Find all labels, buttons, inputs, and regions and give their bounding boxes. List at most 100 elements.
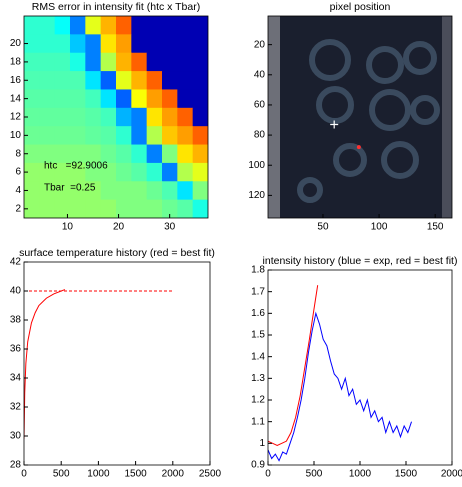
y-tick-label: 1.2 xyxy=(251,395,265,406)
heat-cell xyxy=(116,126,132,146)
plot-content xyxy=(24,289,173,439)
x-tick-label: 150 xyxy=(427,222,444,233)
heat-cell xyxy=(100,126,117,146)
heat-cell xyxy=(24,89,40,109)
heat-cell xyxy=(39,71,56,90)
heat-cell xyxy=(54,89,71,109)
heat-cell xyxy=(192,162,208,182)
heat-cell xyxy=(54,71,71,90)
x-tick-label: 500 xyxy=(306,469,323,480)
heat-cell xyxy=(192,16,208,35)
y-tick-label: 1.5 xyxy=(251,330,265,341)
heat-cell xyxy=(39,52,56,72)
heat-cell xyxy=(54,162,71,182)
subplot-title: RMS error in intensity fit (htc x Tbar) xyxy=(32,1,200,13)
heat-cell xyxy=(131,16,148,35)
heat-cell xyxy=(39,144,56,164)
heat-cell xyxy=(192,71,208,90)
heat-cell xyxy=(100,16,117,35)
image-blob xyxy=(410,95,440,125)
heat-cell xyxy=(24,162,40,182)
heat-cell xyxy=(70,162,86,182)
y-tick-label: 60 xyxy=(254,100,266,111)
subplot-title: pixel position xyxy=(330,1,391,13)
heat-cell xyxy=(85,126,102,146)
heat-cell xyxy=(146,16,163,35)
subplot-title: surface temperature history (red = best … xyxy=(19,247,215,259)
y-tick-label: 6 xyxy=(15,167,21,178)
heat-cell xyxy=(177,162,194,182)
x-tick-label: 500 xyxy=(53,469,70,480)
x-tick-label: 30 xyxy=(164,222,176,233)
heat-cell xyxy=(177,181,194,201)
heat-cell xyxy=(39,107,56,127)
x-tick-label: 1500 xyxy=(395,469,418,480)
axes-frame xyxy=(267,15,453,219)
heat-cell xyxy=(100,162,117,182)
heat-cell xyxy=(85,107,102,127)
subplot: surface temperature history (red = best … xyxy=(10,247,222,480)
image-blob xyxy=(316,86,354,124)
heat-cell xyxy=(177,89,194,109)
heat-cell xyxy=(192,144,208,164)
heat-cell xyxy=(100,71,117,90)
heat-cell xyxy=(85,144,102,164)
marker xyxy=(330,120,339,129)
y-tick-label: 1.8 xyxy=(251,265,265,276)
heat-cell xyxy=(85,71,102,90)
y-tick-label: 38 xyxy=(10,315,22,326)
heat-cell xyxy=(192,199,208,218)
heat-cell xyxy=(146,107,163,127)
heat-cell xyxy=(162,181,178,201)
y-tick-label: 14 xyxy=(10,93,22,104)
line-series xyxy=(24,289,66,439)
axes-frame xyxy=(23,261,211,466)
heat-cell xyxy=(162,162,178,182)
y-tick-label: 16 xyxy=(10,75,22,86)
heat-cell xyxy=(100,52,117,72)
heat-cell xyxy=(24,126,40,146)
y-tick-label: 20 xyxy=(254,39,266,50)
x-tick-label: 100 xyxy=(371,222,388,233)
heat-cell xyxy=(146,89,163,109)
y-tick-label: 1.6 xyxy=(251,308,265,319)
x-tick-label: 20 xyxy=(113,222,125,233)
heat-cell xyxy=(100,89,117,109)
heat-cell xyxy=(54,126,71,146)
heat-cell xyxy=(131,162,148,182)
y-tick-label: 120 xyxy=(248,190,265,201)
heat-cell xyxy=(24,34,40,54)
heat-cell xyxy=(116,71,132,90)
subplot: intensity history (blue = exp, red = bes… xyxy=(251,255,462,480)
x-tick-label: 0 xyxy=(265,469,271,480)
heat-cell xyxy=(100,107,117,127)
heat-cell xyxy=(39,126,56,146)
x-tick-label: 2000 xyxy=(441,469,462,480)
heat-cell xyxy=(39,199,56,218)
heat-cell xyxy=(24,199,40,218)
heat-cell xyxy=(162,199,178,218)
heat-cell xyxy=(177,126,194,146)
heat-cell xyxy=(24,71,40,90)
x-tick-label: 1500 xyxy=(124,469,147,480)
annotation: htc =92.9006 xyxy=(44,161,108,172)
y-tick-label: 0.9 xyxy=(251,460,265,471)
plot-content xyxy=(268,285,412,462)
heat-cell xyxy=(177,52,194,72)
x-tick-label: 1000 xyxy=(87,469,110,480)
heat-cell xyxy=(70,126,86,146)
subplot-title: intensity history (blue = exp, red = bes… xyxy=(263,255,458,267)
heat-cell xyxy=(162,52,178,72)
heat-cell xyxy=(162,16,178,35)
image-blob xyxy=(297,177,323,203)
heat-cell xyxy=(54,52,71,72)
heat-cell xyxy=(85,89,102,109)
heat-cell xyxy=(70,89,86,109)
y-tick-label: 20 xyxy=(10,38,22,49)
y-tick-label: 1.7 xyxy=(251,286,265,297)
marker xyxy=(356,145,361,150)
y-tick-label: 42 xyxy=(10,257,22,268)
heat-cell xyxy=(162,71,178,90)
heat-cell xyxy=(146,34,163,54)
